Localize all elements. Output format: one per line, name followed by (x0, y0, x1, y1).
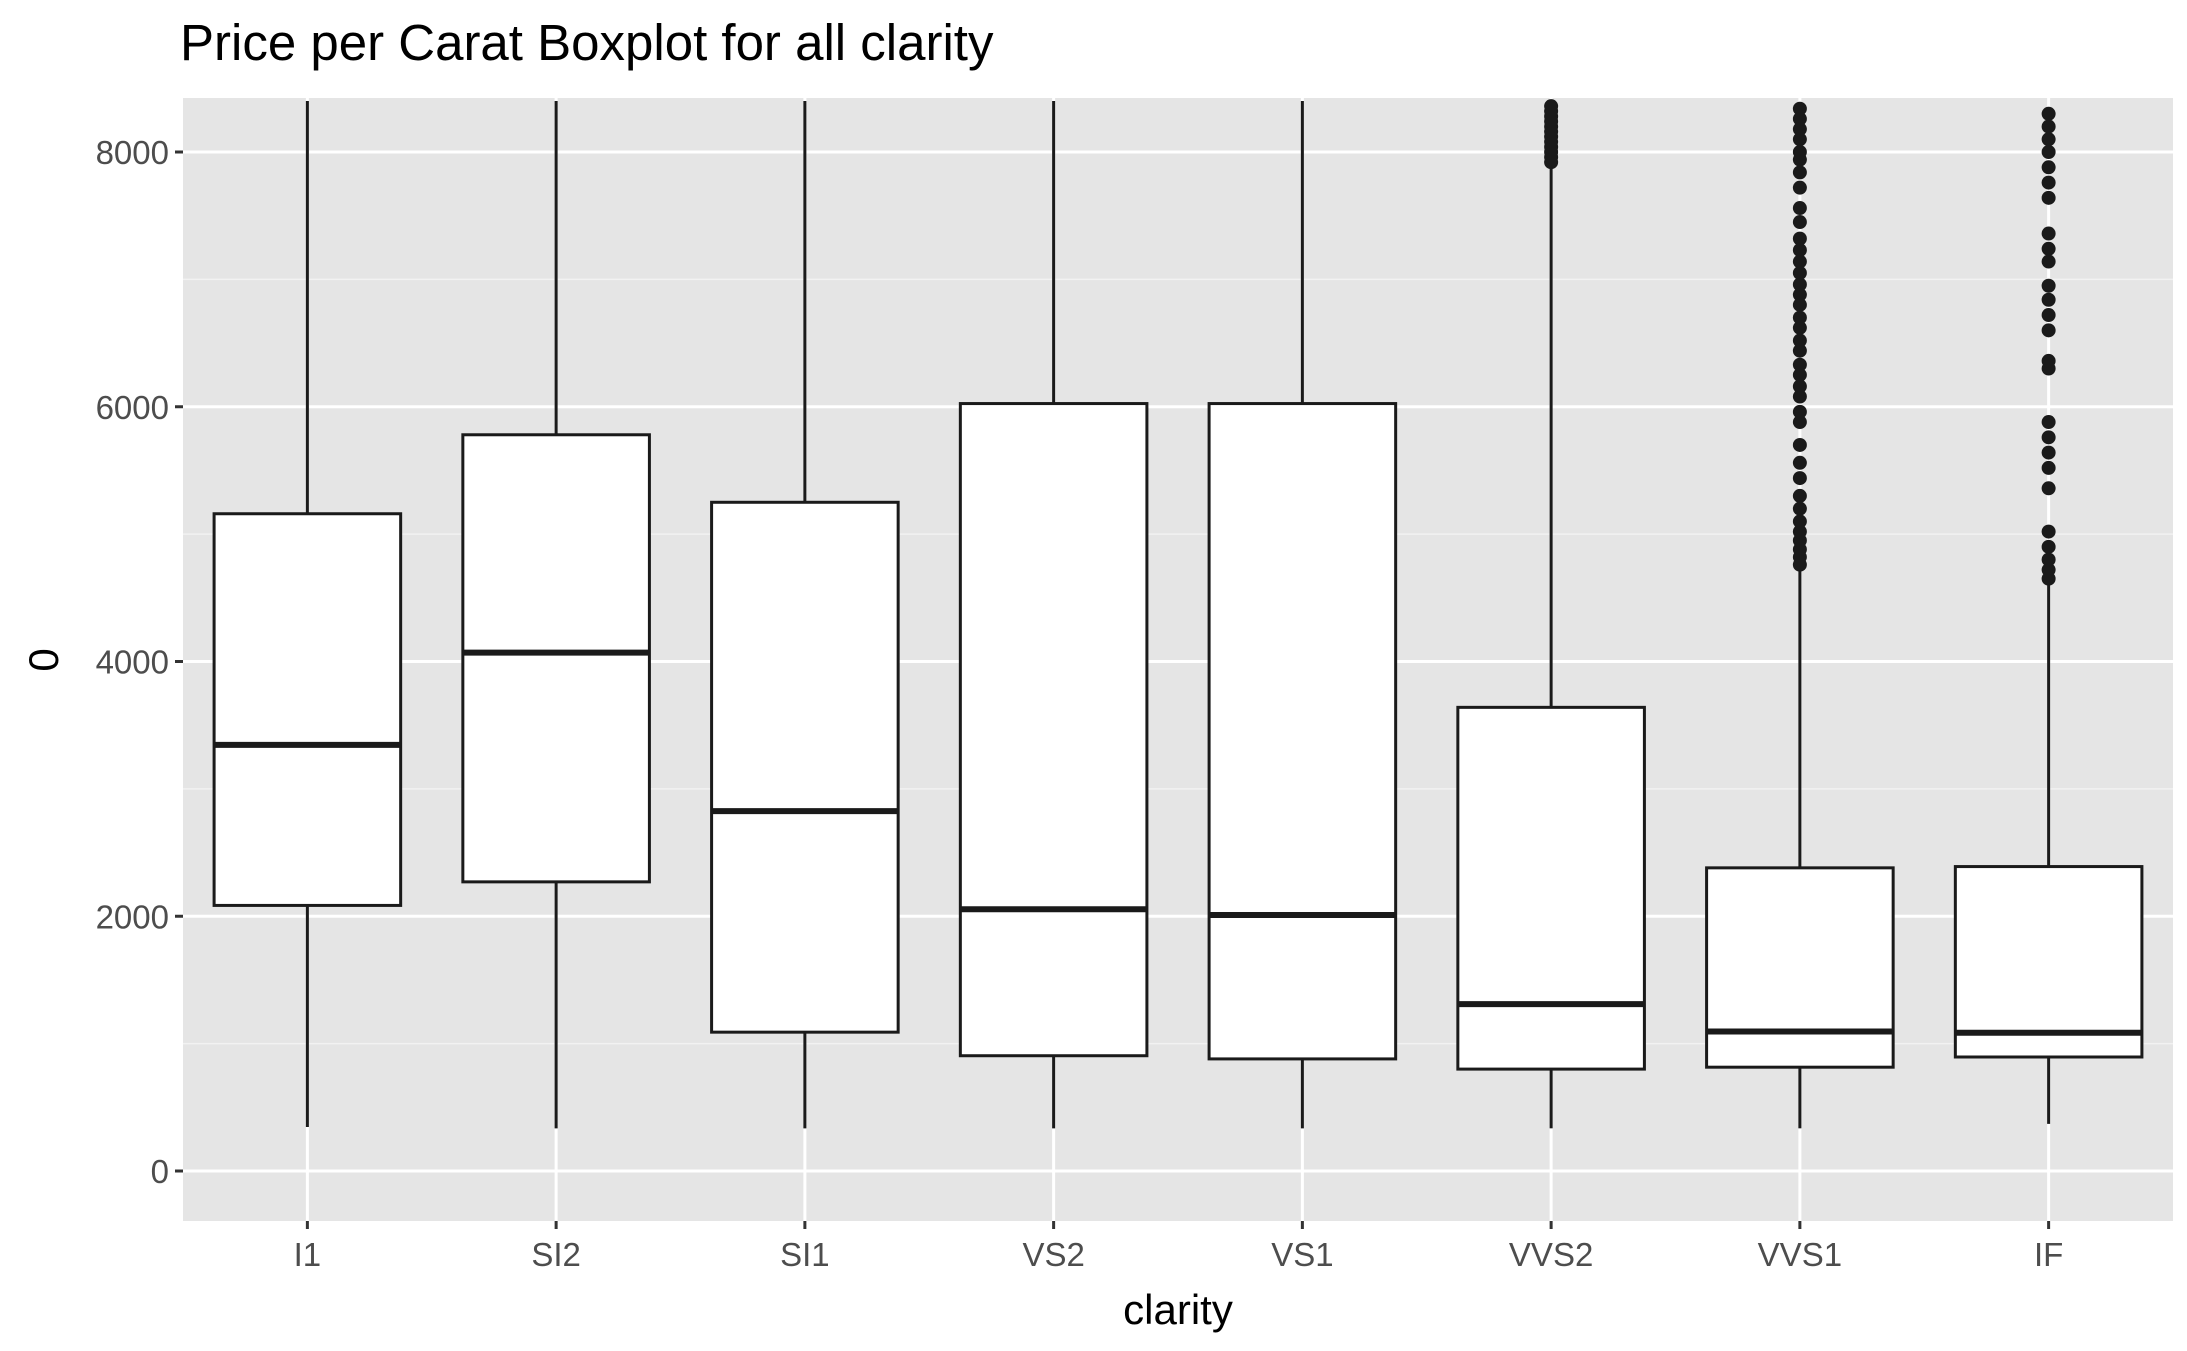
outlier-point (2041, 323, 2056, 338)
outlier-point (2041, 190, 2056, 205)
box-VVS2 (1456, 99, 1646, 1129)
outlier-point (1792, 455, 1807, 470)
outlier-point (2041, 119, 2056, 134)
y-tick-label: 6000 (96, 389, 169, 426)
outlier-point (2041, 430, 2056, 445)
outlier-point (2041, 415, 2056, 430)
outlier-point (1792, 501, 1807, 516)
y-tick-label: 8000 (96, 134, 169, 171)
x-tick-label: VVS1 (1758, 1236, 1842, 1273)
iqr-box (710, 500, 900, 1034)
box-VS1 (1207, 101, 1398, 1129)
x-tick-label: IF (2034, 1236, 2063, 1273)
outlier-point (1792, 488, 1807, 503)
x-tick-label: VVS2 (1509, 1236, 1593, 1273)
box-group (212, 99, 2144, 1129)
outlier-point (1792, 333, 1807, 348)
outlier-point (2041, 145, 2056, 159)
iqr-box (461, 433, 651, 884)
outlier-point (1792, 231, 1807, 246)
outlier-point (1792, 201, 1807, 216)
box-IF (1953, 106, 2144, 1124)
iqr-box (1456, 705, 1646, 1071)
x-tick-label: I1 (294, 1236, 322, 1273)
axis-ticks: 0 2000 4000 6000 8000 I1 SI2 SI1 VS2 VS1 VVS2 VVS1 I… (96, 134, 2064, 1273)
x-tick-label: VS1 (1271, 1236, 1333, 1273)
outlier-point (2041, 254, 2056, 269)
y-tick-label: 0 (151, 1153, 169, 1190)
outlier-point (2041, 562, 2056, 577)
outlier-point (1792, 287, 1807, 302)
outlier-point (1544, 99, 1559, 114)
outlier-point (1792, 165, 1807, 180)
outlier-point (1792, 254, 1807, 269)
outlier-point (2041, 292, 2056, 307)
outlier-point (2041, 308, 2056, 323)
outlier-point (1792, 297, 1807, 312)
iqr-box (1705, 866, 1895, 1069)
outlier-point (2041, 353, 2056, 368)
outlier-point (1792, 215, 1807, 230)
outlier-point (1792, 524, 1807, 539)
y-tick-label: 4000 (96, 644, 169, 681)
outlier-point (1792, 514, 1807, 529)
outlier-point (1792, 415, 1807, 430)
x-tick-label: VS2 (1022, 1236, 1084, 1273)
y-tick-label: 2000 (96, 898, 169, 935)
outlier-point (1792, 145, 1807, 159)
outlier-point (2041, 175, 2056, 190)
box-SI1 (710, 101, 900, 1129)
iqr-box (1207, 402, 1398, 1061)
outlier-point (1792, 111, 1807, 126)
outlier-point (1792, 343, 1807, 358)
outlier-point (2041, 132, 2056, 147)
outlier-point (1792, 389, 1807, 404)
outlier-point (1792, 180, 1807, 195)
iqr-box (1953, 865, 2144, 1059)
outlier-point (1792, 404, 1807, 419)
outlier-point (1792, 379, 1807, 394)
y-axis-title: 0 (20, 648, 67, 671)
outlier-point (1792, 243, 1807, 258)
outlier-point (2041, 552, 2056, 567)
outlier-point (1792, 437, 1807, 452)
outlier-point (1792, 277, 1807, 292)
chart-title: Price per Carat Boxplot for all clarity (180, 14, 994, 71)
x-tick-label: SI2 (531, 1236, 581, 1273)
outlier-point (2041, 278, 2056, 293)
outlier-point (1792, 122, 1807, 137)
outlier-point (1792, 266, 1807, 281)
outlier-point (1792, 367, 1807, 382)
box-SI2 (461, 101, 651, 1129)
outlier-point (2041, 524, 2056, 539)
box-I1 (212, 101, 403, 1128)
outlier-point (1792, 310, 1807, 325)
box-VS2 (958, 101, 1149, 1129)
outlier-point (1792, 357, 1807, 372)
outlier-point (2041, 481, 2056, 496)
outlier-point (2041, 539, 2056, 554)
iqr-box (958, 402, 1149, 1058)
box-VVS1 (1705, 101, 1895, 1129)
outlier-point (1792, 320, 1807, 335)
x-tick-label: SI1 (780, 1236, 830, 1273)
outlier-point (1792, 471, 1807, 486)
x-axis-title: clarity (1123, 1286, 1233, 1333)
outlier-point (2041, 160, 2056, 175)
outlier-point (2041, 106, 2056, 121)
outlier-point (2041, 226, 2056, 241)
outlier-point (1792, 101, 1807, 116)
outlier-point (2041, 445, 2056, 460)
iqr-box (212, 512, 403, 907)
outlier-point (1792, 132, 1807, 147)
outlier-point (2041, 241, 2056, 256)
outlier-point (2041, 460, 2056, 475)
